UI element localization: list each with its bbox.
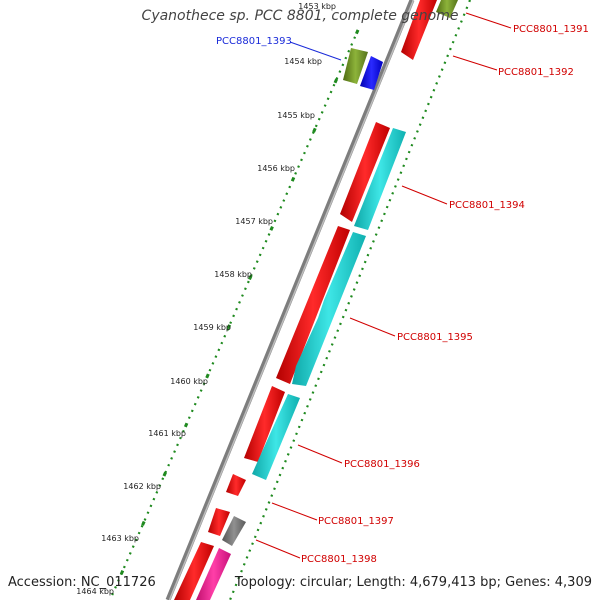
genome-title: Cyanothece sp. PCC 8801, complete genome: [141, 8, 459, 24]
gene-label-1398[interactable]: PCC8801_1398: [301, 554, 377, 565]
gene-label-1396[interactable]: PCC8801_1396: [344, 459, 420, 470]
kbp-label: 1458 kbp: [214, 270, 252, 279]
genome-backbone: [165, 0, 415, 600]
accession-text: Accession: NC_011726: [8, 575, 156, 590]
kbp-label: 1453 kbp: [298, 2, 336, 11]
kbp-label: 1461 kbp: [148, 429, 186, 438]
kbp-label: 1457 kbp: [235, 217, 273, 226]
gene-callouts: [255, 12, 512, 559]
kbp-label: 1462 kbp: [123, 482, 161, 491]
gene-1397-red-arrow[interactable]: [226, 474, 246, 496]
gene-label-1392[interactable]: PCC8801_1392: [498, 67, 574, 78]
kbp-label: 1464 kbp: [76, 587, 114, 596]
gene-lower-red-arrow[interactable]: [174, 542, 214, 600]
gene-label-1397[interactable]: PCC8801_1397: [318, 516, 394, 527]
gene-1394-red-arrow[interactable]: [340, 122, 390, 222]
gene-1391-arrow[interactable]: [401, 0, 437, 60]
gene-1396-red-arrow[interactable]: [244, 386, 285, 462]
kbp-label: 1459 kbp: [193, 323, 231, 332]
gene-1398-red-arrow[interactable]: [208, 508, 230, 536]
gene-label-1395[interactable]: PCC8801_1395: [397, 332, 473, 343]
gene-1396-cyan-arrow[interactable]: [252, 394, 300, 480]
scale-ring-inner: [228, 0, 472, 600]
scale-ring-outer: [108, 29, 360, 600]
gene-1393-blue-arrow[interactable]: [360, 56, 383, 90]
kbp-label: 1463 kbp: [101, 534, 139, 543]
gene-1395-red-arrow[interactable]: [276, 226, 350, 384]
gene-1392-arrow[interactable]: [436, 0, 458, 18]
gene-1393-olive-arrow[interactable]: [343, 48, 368, 84]
kbp-label: 1456 kbp: [257, 164, 295, 173]
gene-label-1394[interactable]: PCC8801_1394: [449, 200, 525, 211]
kbp-label: 1455 kbp: [277, 111, 315, 120]
gene-1394-cyan-arrow[interactable]: [354, 128, 406, 230]
gene-1398-gray-arrow[interactable]: [222, 516, 246, 546]
gene-labels: PCC8801_1391 PCC8801_1392 PCC8801_1393 P…: [216, 24, 589, 565]
gene-1395-cyan-arrow[interactable]: [292, 232, 366, 386]
kbp-scale: 1453 kbp 1454 kbp 1455 kbp 1456 kbp 1457…: [76, 2, 336, 596]
gene-label-1391[interactable]: PCC8801_1391: [513, 24, 589, 35]
gene-lower-pink-arrow[interactable]: [196, 548, 231, 600]
kbp-label: 1460 kbp: [170, 377, 208, 386]
topology-text: Topology: circular; Length: 4,679,413 bp…: [234, 575, 592, 590]
kbp-label: 1454 kbp: [284, 57, 322, 66]
gene-label-1393[interactable]: PCC8801_1393: [216, 36, 292, 47]
